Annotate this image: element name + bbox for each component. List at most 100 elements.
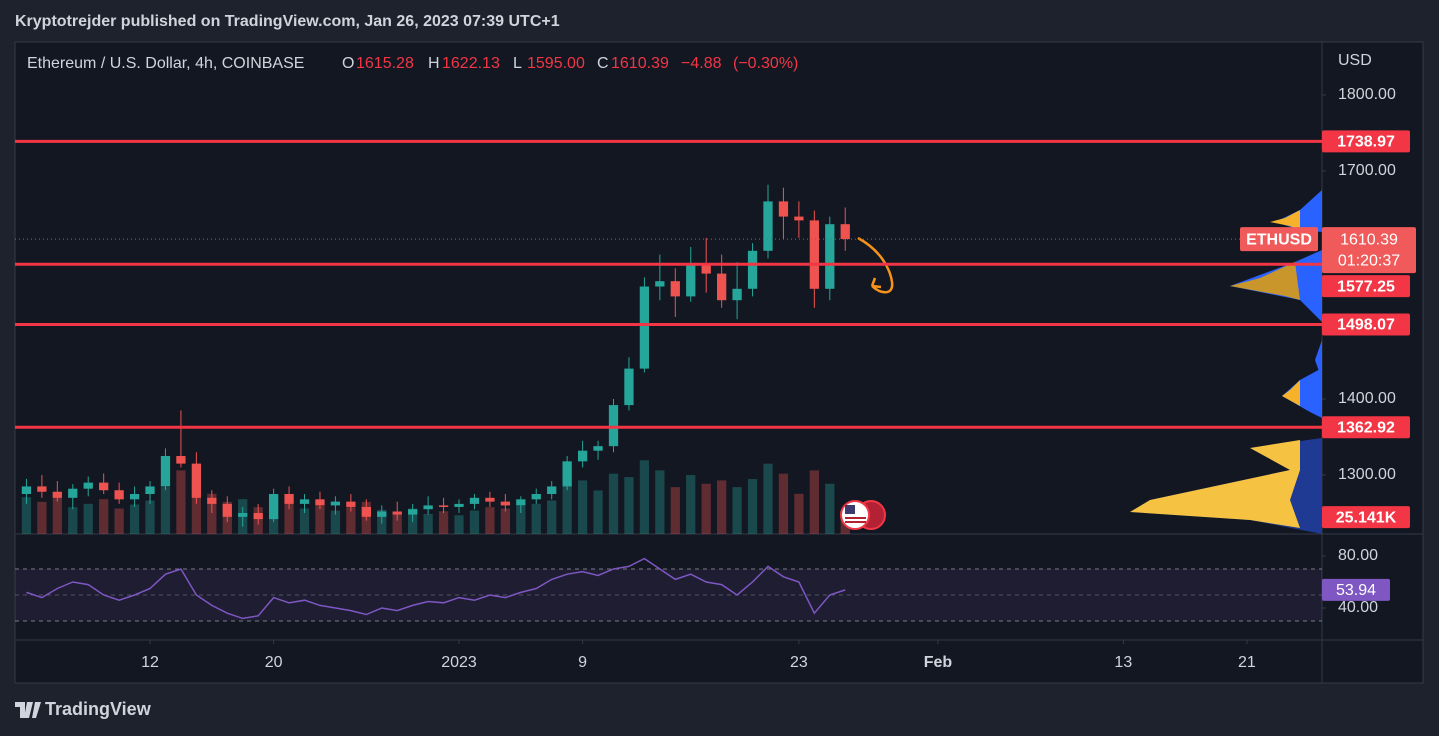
volume-bar: [593, 490, 603, 534]
volume-bar: [315, 505, 325, 534]
candle-body: [840, 224, 850, 240]
volume-bar: [608, 473, 619, 534]
y-tick-label: 1400.00: [1338, 390, 1396, 407]
volume-bar: [655, 470, 665, 534]
volume-bar: [500, 508, 510, 534]
candle-body: [577, 450, 588, 462]
volume-bar: [438, 511, 449, 534]
candle-body: [21, 486, 32, 495]
candle-body: [531, 494, 541, 500]
x-tick-label: 21: [1238, 654, 1256, 671]
volume-bar: [284, 503, 294, 534]
volume-bar: [129, 504, 140, 534]
y-tick-label: 1800.00: [1338, 86, 1396, 103]
candle-body: [500, 501, 510, 506]
candle-body: [732, 288, 742, 301]
candle-body: [438, 505, 449, 507]
volume-bar: [778, 473, 789, 534]
flag-icons: [840, 500, 886, 530]
candle-body: [114, 490, 124, 500]
candle-body: [299, 499, 310, 504]
rsi-tick-label: 40.00: [1338, 599, 1378, 616]
level-label: 1577.25: [1337, 278, 1395, 295]
candle-body: [655, 281, 665, 287]
candle-body: [253, 513, 263, 520]
candle-body: [129, 494, 140, 500]
candle-body: [809, 220, 819, 289]
ohlc-value: H: [428, 55, 440, 72]
candle-body: [68, 488, 78, 498]
volume-bar: [485, 507, 495, 534]
countdown: 01:20:37: [1338, 252, 1400, 269]
currency: USD: [1338, 52, 1372, 69]
author-line: Kryptotrejder published on TradingView.c…: [15, 13, 560, 30]
price-tag: [1322, 227, 1416, 274]
rsi-tag: [1322, 578, 1390, 601]
symbol: Ethereum / U.S. Dollar, 4h, COINBASE: [27, 55, 304, 72]
ohlc-value: 1622.13: [442, 55, 500, 72]
candle-body: [763, 201, 773, 251]
volume-bar: [392, 512, 402, 534]
level-label: 1738.97: [1337, 134, 1395, 151]
volume-bar: [624, 477, 634, 534]
volume-tag: [1322, 506, 1410, 529]
x-tick-label: Feb: [924, 654, 953, 671]
volume-bar: [299, 508, 310, 534]
volume-bar: [809, 470, 819, 534]
ohlc-value: O: [342, 55, 354, 72]
volume-bar: [68, 507, 78, 534]
volume-bar: [207, 493, 217, 534]
level-label: 1362.92: [1337, 419, 1395, 436]
volume-bar: [516, 505, 526, 534]
volume-bar: [346, 507, 356, 534]
volume-bar: [145, 500, 155, 534]
candle-body: [747, 250, 758, 289]
volume-bar: [531, 503, 541, 534]
candle-body: [516, 499, 526, 506]
candle-body: [145, 486, 155, 495]
volume-bar: [670, 487, 680, 534]
candle-body: [624, 368, 634, 406]
ohlc-value: C: [597, 55, 609, 72]
ticker-label: ETHUSD: [1246, 231, 1312, 248]
candle-body: [191, 463, 202, 498]
level-label: 1498.07: [1337, 317, 1395, 334]
volume-bar: [825, 483, 835, 534]
price-pane: [21, 184, 850, 534]
level-tag: [1322, 313, 1410, 336]
volume-bar: [330, 510, 341, 534]
volume-bar: [577, 480, 588, 534]
volume-bar: [423, 513, 433, 534]
volume-bar: [639, 460, 650, 534]
volume-bar: [686, 475, 696, 534]
price-label: 1610.39: [1340, 231, 1398, 248]
volume-bar: [52, 492, 62, 534]
volume-bar: [160, 487, 171, 534]
ohlc-value: 1595.00: [527, 55, 585, 72]
level-tag: [1322, 275, 1410, 298]
candle-body: [377, 511, 387, 517]
candle-body: [608, 405, 619, 447]
ohlc-value: 1615.28: [356, 55, 414, 72]
x-tick-label: 13: [1114, 654, 1132, 671]
candle-body: [222, 503, 232, 517]
candle-body: [485, 497, 495, 502]
y-tick-label: 1300.00: [1338, 466, 1396, 483]
candle-body: [794, 216, 804, 221]
candle-body: [469, 497, 480, 504]
volume-bar: [747, 479, 758, 534]
arrow-annotation: [857, 236, 894, 294]
x-tick-label: 23: [790, 654, 808, 671]
candle-body: [825, 224, 835, 289]
volume-bar: [176, 470, 186, 534]
x-tick-label: 12: [141, 654, 159, 671]
rsi-band: [15, 568, 1322, 622]
candle-body: [330, 501, 341, 506]
ticker-tag: [1240, 227, 1318, 252]
volume-bar: [83, 503, 93, 534]
candle-body: [37, 486, 47, 492]
volume-bar: [794, 493, 804, 534]
candle-body: [547, 486, 557, 495]
